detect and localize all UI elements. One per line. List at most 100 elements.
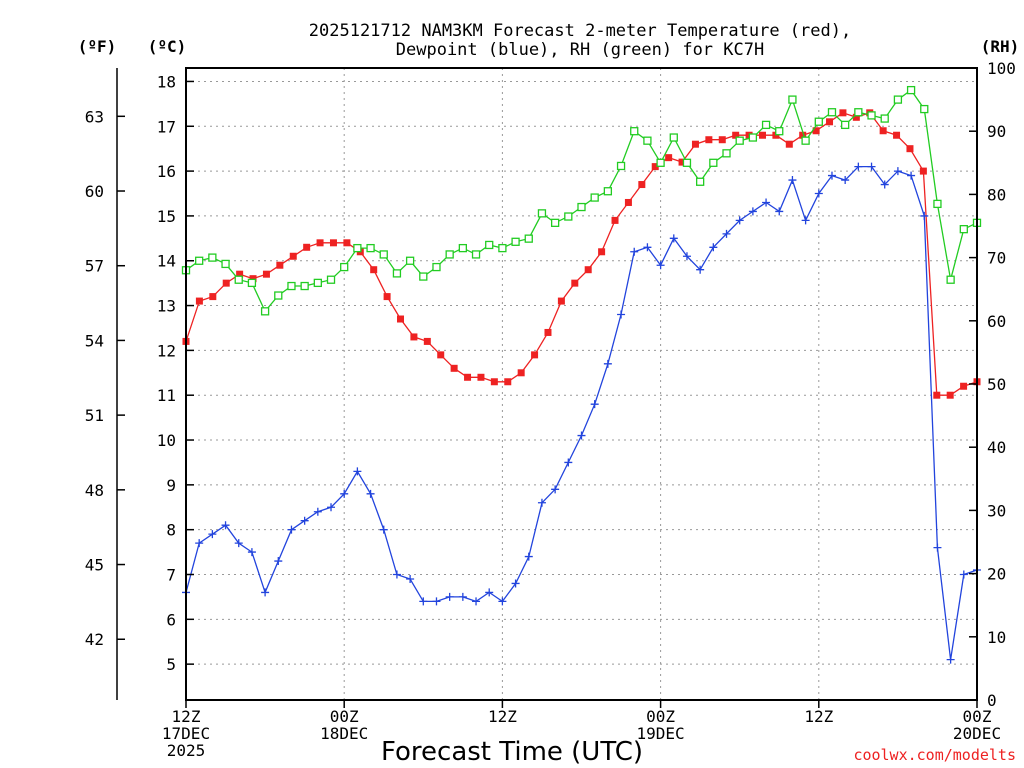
dewpoint-point — [498, 597, 507, 606]
celsius-tick-label: 14 — [157, 252, 176, 271]
rh-point — [221, 259, 230, 269]
temperature-point — [705, 136, 713, 144]
temperature-point — [852, 113, 860, 121]
rh-tick-label: 50 — [987, 375, 1006, 394]
rh-point — [827, 108, 837, 117]
rh-point — [379, 250, 388, 259]
rh-point — [643, 136, 652, 145]
temperature-point — [423, 337, 431, 345]
dewpoint-point — [406, 574, 415, 583]
temperature-point — [303, 243, 311, 251]
rh-point — [669, 133, 678, 142]
dewpoint-point — [748, 207, 757, 216]
celsius-tick-label: 13 — [157, 297, 176, 316]
temperature-point — [370, 266, 378, 274]
fahrenheit-tick-label: 45 — [85, 556, 104, 575]
rh-point — [326, 275, 336, 284]
fahrenheit-tick-label: 42 — [85, 630, 104, 649]
celsius-tick-label: 15 — [157, 207, 176, 226]
rh-point — [906, 85, 916, 95]
temperature-point — [531, 351, 539, 359]
rh-point — [300, 281, 309, 291]
rh-tick-label: 20 — [987, 565, 1006, 584]
fahrenheit-unit-label: (ºF) — [78, 37, 117, 56]
rh-point — [788, 95, 797, 104]
temperature-point — [343, 239, 351, 247]
rh-point — [630, 127, 639, 136]
rh-point — [458, 243, 468, 253]
rh-point — [722, 149, 731, 158]
temperature-point — [665, 154, 673, 162]
dewpoint-point — [801, 216, 810, 225]
dewpoint-point — [907, 171, 916, 180]
temperature-point — [624, 198, 632, 206]
temperature-point — [691, 140, 699, 148]
dewpoint-point — [682, 252, 691, 261]
rh-point — [485, 240, 494, 250]
dewpoint-point — [735, 216, 744, 225]
temperature-point — [437, 351, 445, 359]
dewpoint-point — [458, 592, 467, 601]
temperature-point — [544, 328, 552, 336]
rh-point — [247, 278, 257, 288]
temperature-point — [826, 118, 834, 126]
temperature-line — [185, 112, 978, 396]
dewpoint-point — [617, 310, 626, 319]
celsius-tick-label: 9 — [166, 476, 176, 495]
temperature-point — [450, 364, 458, 372]
dewpoint-point — [762, 198, 771, 207]
celsius-tick-label: 6 — [166, 610, 176, 629]
temperature-point — [933, 391, 941, 399]
dewpoint-point — [603, 359, 612, 368]
dewpoint-point — [247, 548, 256, 557]
rh-tick-label: 40 — [987, 438, 1006, 457]
rh-point — [313, 278, 322, 288]
dewpoint-point — [195, 539, 204, 548]
celsius-tick-label: 16 — [157, 162, 176, 181]
temperature-point — [517, 369, 525, 377]
dewpoint-point — [221, 521, 230, 530]
dewpoint-point — [722, 229, 731, 238]
temperature-point — [504, 378, 512, 386]
rh-point — [801, 136, 810, 145]
dewpoint-point — [564, 458, 573, 467]
rh-point — [432, 262, 441, 272]
celsius-tick-label: 10 — [157, 431, 176, 450]
dewpoint-point — [827, 171, 836, 180]
rh-point — [353, 243, 362, 253]
celsius-tick-label: 12 — [157, 341, 176, 360]
dewpoint-point — [841, 176, 850, 185]
dewpoint-point — [656, 261, 665, 270]
rh-point — [616, 161, 626, 171]
rh-point — [366, 243, 375, 253]
celsius-tick-label: 17 — [157, 117, 176, 136]
dewpoint-point — [366, 489, 375, 498]
dewpoint-point — [775, 207, 784, 216]
rh-point — [920, 104, 929, 114]
x-tick-label: 00Z — [646, 707, 675, 726]
temperature-point — [611, 216, 619, 224]
rh-point — [761, 120, 771, 130]
dewpoint-point — [432, 597, 441, 606]
temperature-point — [960, 382, 968, 390]
celsius-tick-label: 7 — [166, 565, 176, 584]
temperature-point — [464, 373, 472, 381]
dewpoint-point — [933, 543, 942, 552]
rh-point — [867, 111, 876, 120]
x-tick-label: 00Z — [963, 707, 992, 726]
dewpoint-point — [669, 234, 678, 243]
temperature-point — [906, 145, 914, 153]
dewpoint-point — [630, 247, 639, 256]
temperature-point — [584, 266, 592, 274]
dewpoint-point — [643, 243, 652, 252]
dewpoint-point — [445, 592, 454, 601]
dewpoint-point — [392, 570, 401, 579]
temperature-point — [946, 391, 954, 399]
rh-line — [185, 89, 978, 313]
dewpoint-point — [300, 516, 309, 525]
dewpoint-point — [524, 552, 533, 561]
fahrenheit-tick-label: 54 — [85, 331, 104, 350]
dewpoint-point — [893, 167, 902, 176]
rh-point — [511, 237, 520, 246]
